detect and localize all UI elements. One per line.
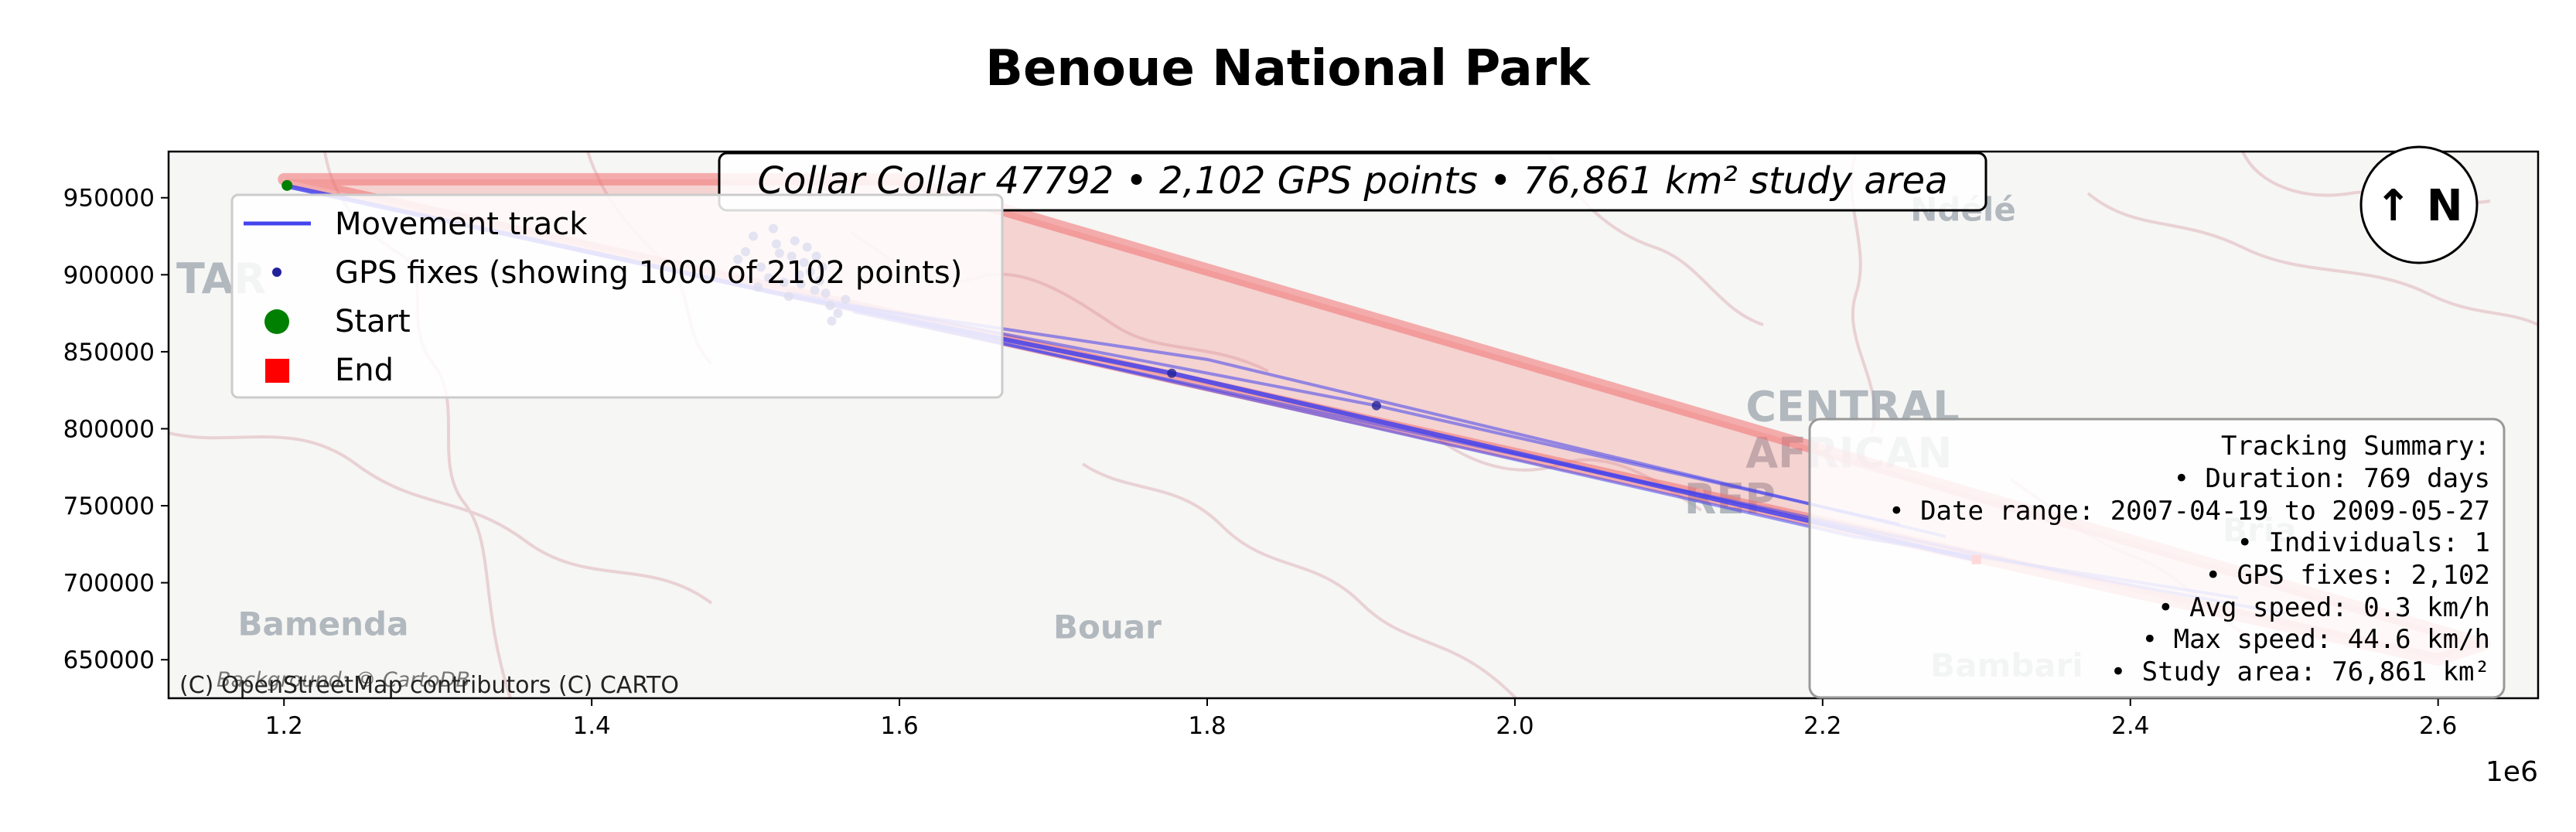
y-tick-label-2: 750000	[63, 493, 155, 520]
legend-item-movement-track: Movement track	[244, 206, 588, 242]
x-tick-label-5: 2.2	[1803, 712, 1841, 740]
basemap-label-1: Bouar	[1053, 608, 1162, 646]
summary-line-max-speed: • Max speed: 44.6 km/h	[2142, 624, 2490, 655]
summary-line-avg-speed: • Avg speed: 0.3 km/h	[2158, 592, 2490, 623]
y-tick-label-0: 650000	[63, 646, 155, 674]
gps-fix-1	[1167, 368, 1177, 378]
legend-item-gps-fixes: GPS fixes (showing 1000 of 2102 points)	[272, 255, 962, 291]
x-tick-label-6: 2.4	[2111, 712, 2149, 740]
x-tick-label-7: 2.6	[2419, 712, 2457, 740]
x-tick-label-3: 1.8	[1188, 712, 1226, 740]
north-arrow: ↑ N	[2359, 145, 2479, 264]
summary-line-duration: • Duration: 769 days	[2174, 463, 2490, 494]
summary-line-study-area: • Study area: 76,861 km²	[2110, 656, 2490, 687]
map-attribution: (C) OpenStreetMap contributors (C) CARTO	[179, 672, 679, 699]
info-box: Collar Collar 47792 • 2,102 GPS points •…	[718, 152, 1987, 212]
summary-line-title: Tracking Summary:	[2221, 431, 2490, 462]
legend-item-start: Start	[264, 304, 411, 339]
x-axis: 1.2 1.4 1.6 1.8 2.0 2.2 2.4 2.6	[265, 698, 2457, 740]
x-tick-label-4: 2.0	[1496, 712, 1534, 740]
basemap-label-0: Bamenda	[238, 605, 409, 643]
x-tick-label-2: 1.6	[880, 712, 918, 740]
start-marker[interactable]	[281, 179, 293, 191]
legend-label-end: End	[335, 353, 394, 388]
y-axis: 650000 700000 750000 800000 850000 900000 9500…	[63, 185, 169, 674]
map-attribution-background: Background: © CartoDB	[217, 668, 470, 692]
y-tick-label-4: 850000	[63, 339, 155, 367]
tracking-summary-box: Tracking Summary: • Duration: 769 days •…	[1808, 418, 2506, 699]
y-tick-label-5: 900000	[63, 261, 155, 289]
legend-item-end: End	[265, 353, 394, 388]
map-title: Benoue National Park	[985, 40, 1591, 97]
summary-line-individuals: • Individuals: 1	[2237, 527, 2490, 558]
legend-label-movement-track: Movement track	[335, 206, 588, 242]
y-tick-label-1: 700000	[63, 570, 155, 598]
north-arrow-label: ↑ N	[2375, 181, 2462, 231]
legend-label-gps-fixes: GPS fixes (showing 1000 of 2102 points)	[335, 255, 962, 291]
summary-line-gps-fixes: • GPS fixes: 2,102	[2206, 560, 2490, 591]
y-tick-label-6: 950000	[63, 185, 155, 213]
legend: Movement track GPS fixes (showing 1000 o…	[230, 193, 1004, 399]
y-tick-label-3: 800000	[63, 415, 155, 443]
plot-frame	[167, 150, 2540, 700]
summary-line-date-range: • Date range: 2007-04-19 to 2009-05-27	[1888, 496, 2490, 527]
gps-fix-2	[1371, 401, 1381, 411]
x-tick-label-0: 1.2	[265, 712, 303, 740]
x-tick-label-1: 1.4	[572, 712, 610, 740]
legend-label-start: Start	[335, 304, 411, 339]
x-axis-offset-label: 1e6	[2486, 756, 2538, 788]
